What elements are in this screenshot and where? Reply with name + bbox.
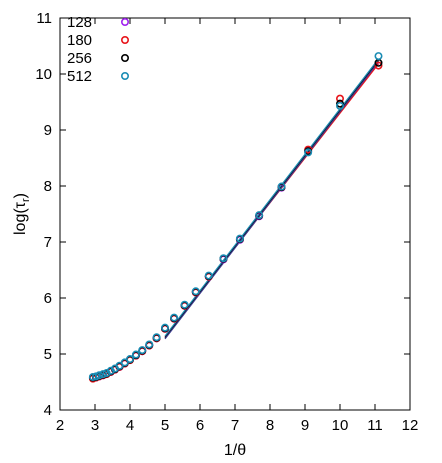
- point-512: [374, 52, 383, 61]
- y-tick-label: 10: [35, 66, 52, 83]
- point-512: [106, 366, 115, 375]
- point-512: [255, 211, 264, 220]
- x-tick-label: 3: [91, 417, 99, 434]
- legend-label-512: 512: [67, 68, 92, 85]
- legend-marker-512: [121, 72, 130, 81]
- x-tick-label: 5: [161, 417, 169, 434]
- legend-marker-180: [121, 35, 130, 44]
- x-tick-label: 8: [266, 417, 274, 434]
- x-tick-label: 6: [196, 417, 204, 434]
- x-axis-label: 1/θ: [224, 442, 246, 459]
- data-points: [88, 52, 383, 383]
- legend-marker-256: [121, 53, 130, 62]
- legend-marker-128: [121, 17, 130, 26]
- legend-label-180: 180: [67, 32, 92, 49]
- point-512: [145, 340, 154, 349]
- point-512: [138, 346, 147, 355]
- y-tick-label: 5: [44, 346, 52, 363]
- point-512: [335, 101, 344, 110]
- point-512: [95, 371, 104, 380]
- point-512: [204, 271, 213, 280]
- y-tick-label: 7: [44, 234, 52, 251]
- point-512: [170, 313, 179, 322]
- x-tick-label: 9: [301, 417, 309, 434]
- legend-label-256: 256: [67, 50, 92, 67]
- legend-label-128: 128: [67, 14, 92, 31]
- x-tick-label: 12: [402, 417, 419, 434]
- y-tick-label: 8: [44, 178, 52, 195]
- point-512: [161, 323, 170, 332]
- x-tick-label: 4: [126, 417, 134, 434]
- axis-ticks: 2 3 4 5 6 7 8 9 10 11 12 4 5 6 7 8 9 10 11: [35, 10, 418, 434]
- y-axis-label: log(τr): [12, 193, 32, 235]
- point-512: [152, 333, 161, 342]
- x-tick-label: 7: [231, 417, 239, 434]
- point-512: [99, 370, 108, 379]
- point-512: [304, 148, 313, 157]
- y-tick-label: 11: [36, 10, 52, 27]
- point-512: [102, 369, 111, 378]
- point-512: [131, 350, 140, 359]
- point-180: [335, 94, 344, 103]
- point-512: [235, 234, 244, 243]
- point-512: [277, 182, 286, 191]
- point-180: [374, 61, 383, 70]
- y-tick-label: 4: [44, 402, 52, 419]
- point-512: [180, 300, 189, 309]
- point-512: [219, 254, 228, 263]
- point-512: [126, 355, 135, 364]
- x-tick-label: 2: [56, 417, 64, 434]
- y-tick-label: 6: [44, 290, 52, 307]
- x-tick-label: 11: [367, 417, 383, 434]
- x-tick-label: 10: [332, 417, 349, 434]
- y-tick-label: 9: [44, 122, 52, 139]
- point-512: [191, 287, 200, 296]
